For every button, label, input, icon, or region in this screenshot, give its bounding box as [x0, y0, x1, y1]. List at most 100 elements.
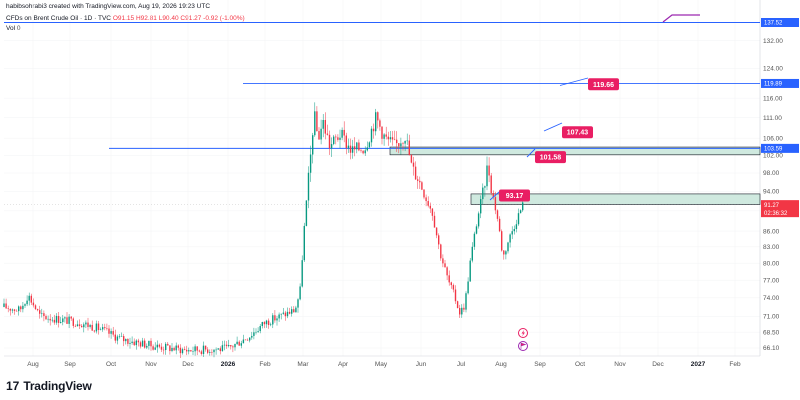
symbol-name[interactable]: CFDs on Brent Crude Oil · 1D · TVC — [6, 15, 111, 22]
candle-body — [421, 182, 423, 190]
candle-body — [34, 305, 37, 310]
candle-body — [74, 325, 77, 327]
candle-body — [7, 308, 9, 309]
candle-body — [30, 295, 32, 303]
candle-body — [347, 145, 350, 149]
candle-body — [427, 201, 429, 206]
candle-body — [494, 197, 497, 211]
candle-body — [47, 318, 49, 320]
candle-body — [162, 349, 165, 351]
candle-body — [513, 229, 515, 232]
candle-body — [299, 286, 301, 300]
candle-body — [238, 341, 240, 346]
candle-body — [393, 139, 396, 141]
candle-body — [358, 142, 360, 151]
candle-body — [312, 135, 314, 155]
target-badge — [588, 78, 619, 91]
price-tags: 137.52 119.89 103.59 91.27 02:36:32 — [761, 18, 799, 218]
candle-body — [368, 142, 371, 148]
level-lines — [4, 22, 760, 149]
candle-body — [303, 225, 305, 261]
candle-body — [354, 146, 356, 150]
candle-body — [442, 258, 444, 264]
candle-body — [461, 307, 463, 315]
price-tick-label: 116.00 — [763, 95, 783, 102]
price-tag-label: 119.89 — [764, 82, 783, 88]
candle-body — [381, 126, 383, 139]
volume-label: Vol — [6, 25, 16, 32]
candle-body — [24, 304, 26, 306]
candle-body — [360, 150, 362, 151]
candle-body — [219, 348, 221, 352]
target-connector — [559, 77, 589, 86]
candle-body — [110, 331, 112, 334]
time-tick-label: 2026 — [221, 361, 236, 368]
time-tick-label: May — [375, 361, 388, 368]
candle-body — [160, 346, 163, 350]
candle-body — [517, 213, 520, 225]
flag-icon[interactable] — [518, 341, 528, 351]
candle-body — [459, 308, 461, 315]
candle-body — [198, 350, 200, 352]
time-tick-label: Sep — [64, 361, 76, 368]
candle-body — [15, 310, 18, 312]
candle-body — [236, 341, 238, 345]
time-tick-label: Oct — [575, 361, 585, 368]
target-badge-label: 119.66 — [593, 82, 614, 89]
candle-body — [66, 317, 68, 324]
target-badge-label: 101.58 — [540, 155, 562, 162]
candle-body — [43, 313, 45, 317]
candle-body — [444, 263, 446, 268]
candle-body — [465, 293, 467, 310]
candle-body — [53, 319, 56, 323]
candle-body — [316, 111, 318, 132]
candle-body — [406, 140, 408, 142]
candle-body — [324, 119, 326, 134]
candle-body — [28, 295, 30, 301]
candle-body — [486, 165, 488, 187]
candle-body — [165, 343, 167, 350]
candle-body — [507, 242, 509, 252]
candle-body — [272, 315, 274, 325]
price-tick-label: 132.00 — [763, 38, 783, 45]
candle-body — [108, 328, 110, 334]
price-tick-label: 77.00 — [763, 277, 780, 284]
candle-body — [400, 143, 402, 147]
candle-body — [57, 315, 60, 323]
candle-body — [511, 231, 513, 235]
price-tag — [761, 18, 799, 27]
time-tick-label: Nov — [145, 361, 157, 368]
candle-body — [39, 310, 41, 314]
candle-body — [127, 338, 129, 344]
countdown-label: 02:36:32 — [764, 211, 788, 217]
candle-body — [18, 306, 20, 312]
lightning-icon[interactable] — [518, 328, 528, 338]
candle-body — [419, 180, 421, 183]
candle-body — [118, 336, 121, 337]
candle-body — [9, 308, 11, 311]
candle-body — [169, 345, 171, 352]
candle-body — [158, 344, 161, 347]
price-tick-label: 71.00 — [763, 313, 780, 320]
candle-body — [417, 179, 419, 181]
candle-body — [429, 205, 431, 209]
price-tick-label: 124.00 — [763, 66, 783, 73]
candle-body — [404, 140, 406, 144]
candle-body — [274, 315, 276, 321]
candle-body — [186, 349, 188, 352]
candle-body — [242, 339, 245, 344]
target-badge — [499, 189, 530, 202]
candle-body — [496, 210, 499, 219]
candle-body — [396, 139, 398, 144]
tradingview-footer: 17 TradingView — [6, 377, 92, 395]
candle-body — [139, 342, 142, 347]
candle-body — [95, 323, 98, 332]
candle-body — [11, 309, 14, 311]
target-badge-label: 107.43 — [567, 130, 589, 137]
candle-body — [251, 335, 253, 338]
candle-body — [104, 327, 106, 329]
candle-body — [320, 128, 322, 140]
candle-body — [345, 135, 347, 149]
candle-body — [402, 143, 404, 144]
